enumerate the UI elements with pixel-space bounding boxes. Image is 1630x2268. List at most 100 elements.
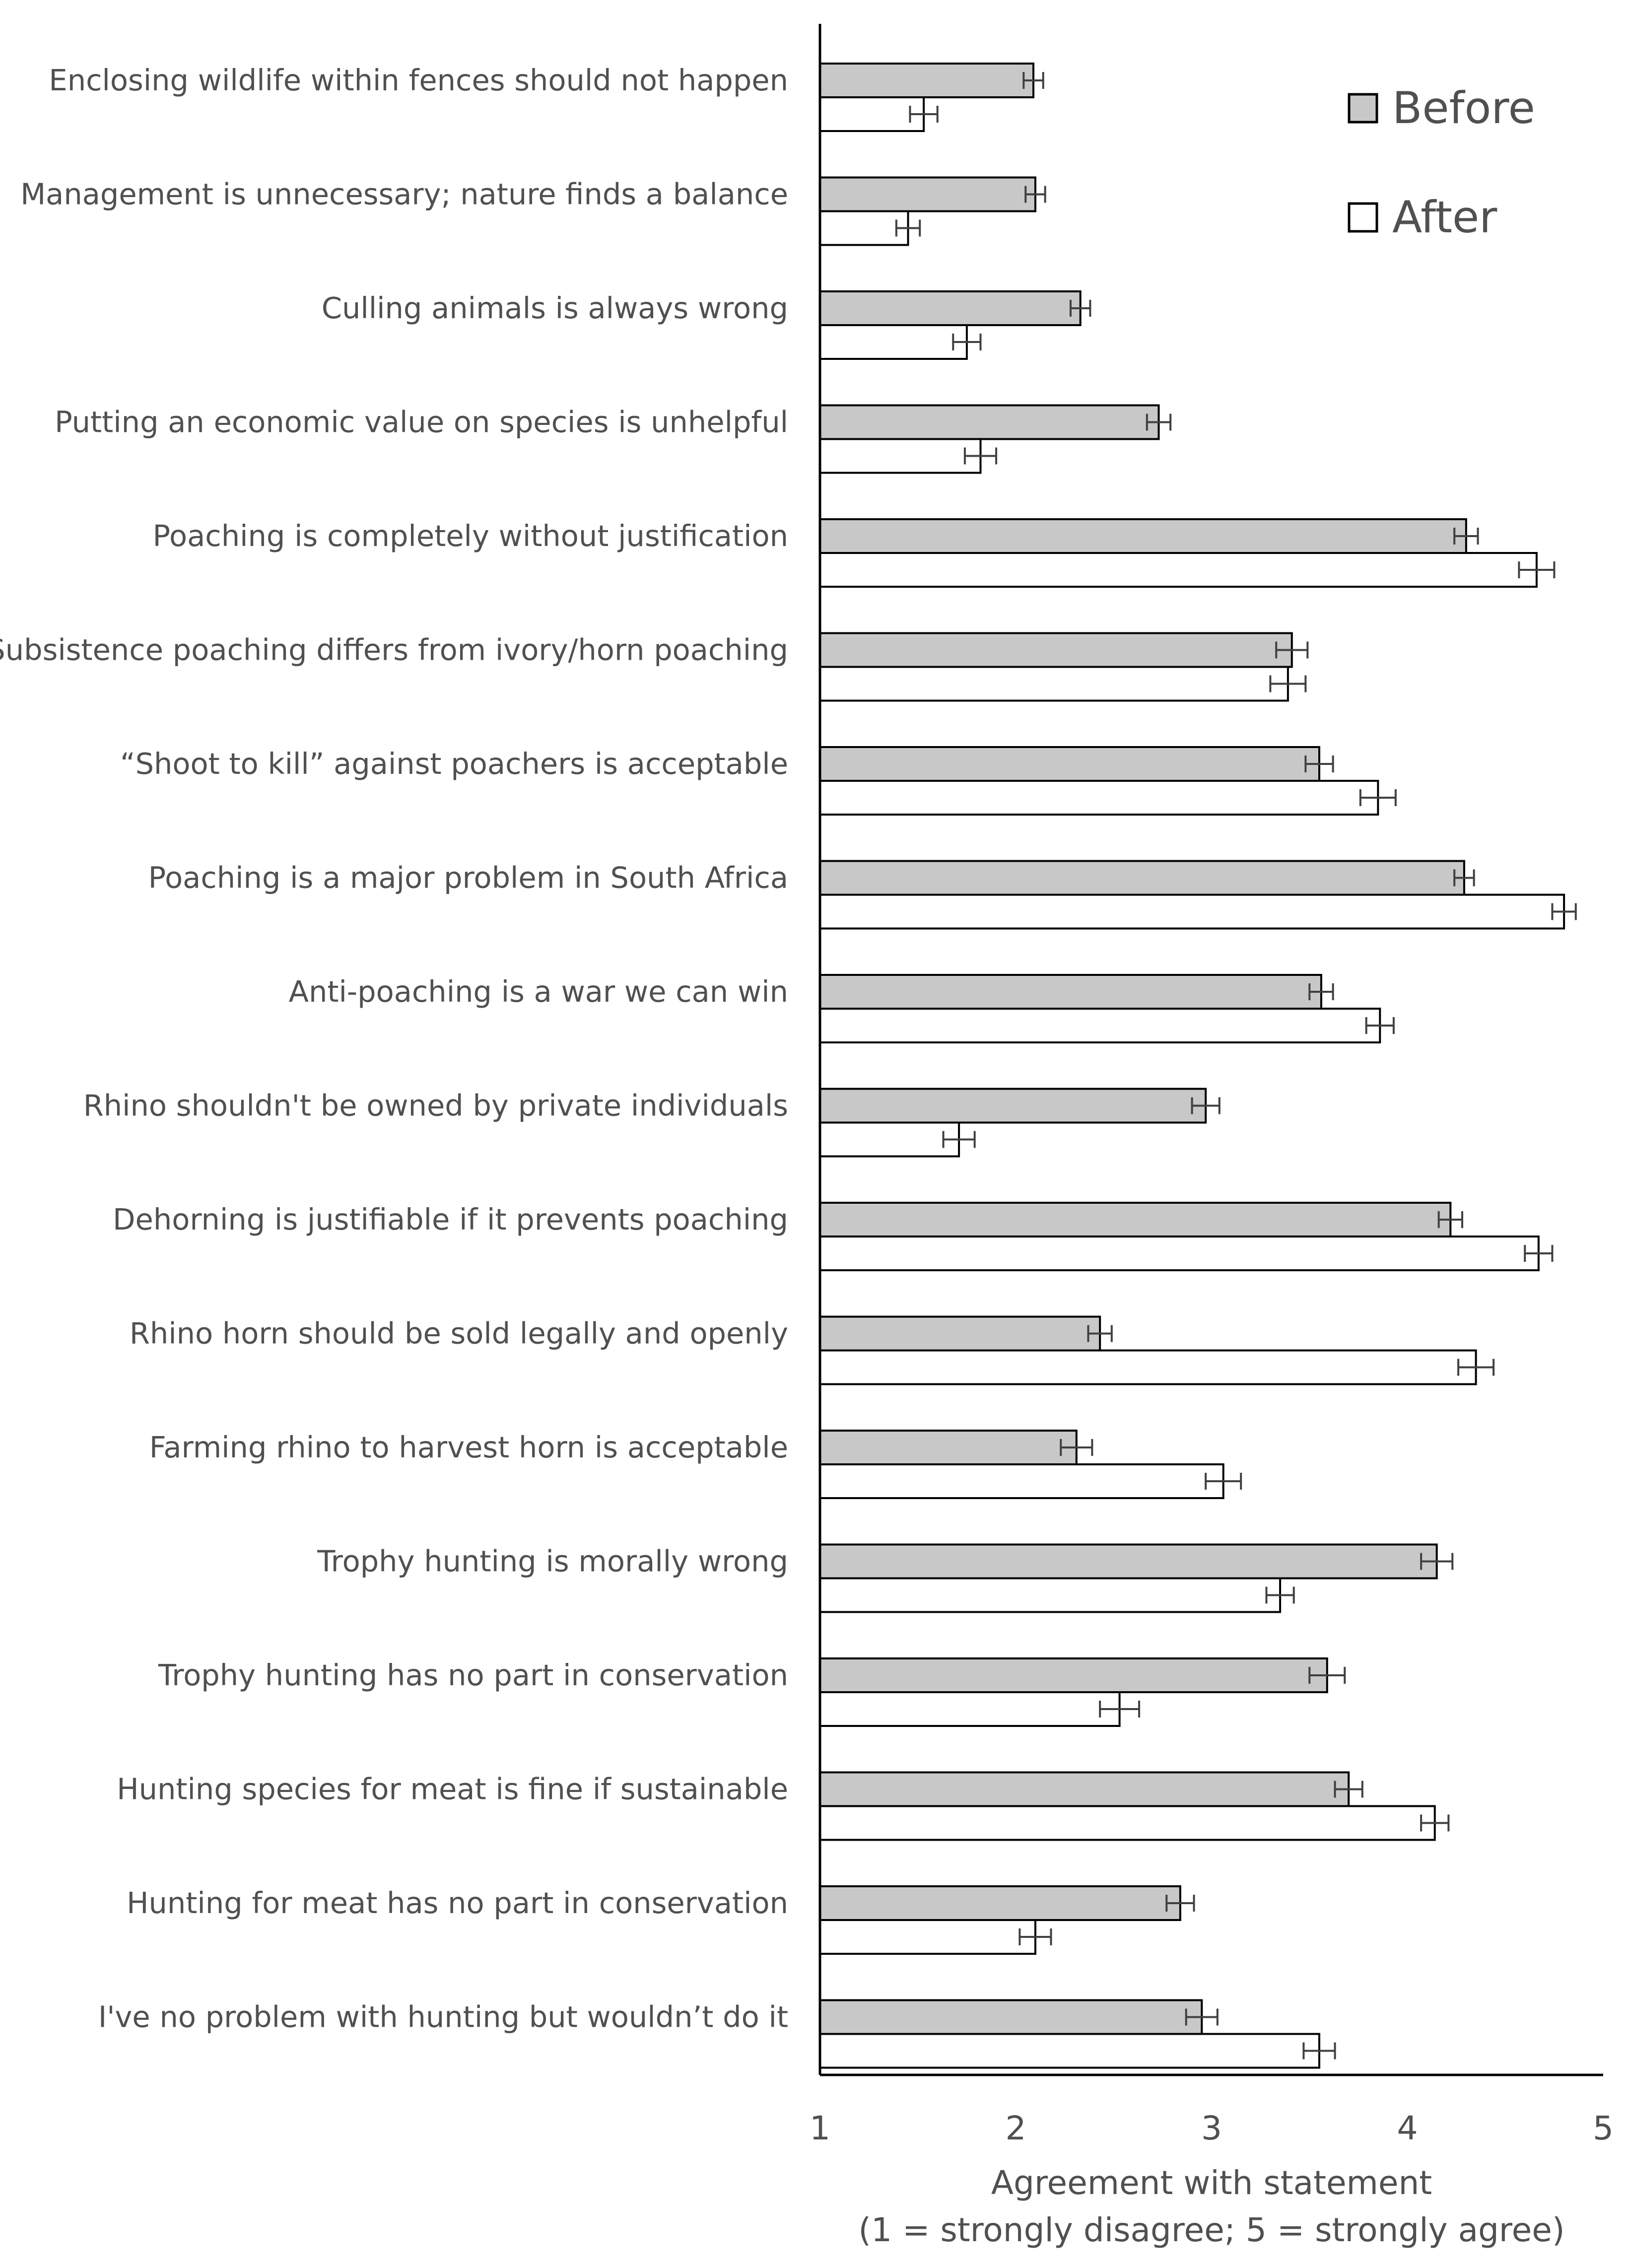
- bar-before: [819, 860, 1465, 896]
- category-label: Anti-poaching is a war we can win: [289, 974, 788, 1009]
- category-label: Trophy hunting is morally wrong: [317, 1544, 788, 1579]
- bar-after: [819, 666, 1289, 702]
- error-bar-after: [1265, 1586, 1295, 1604]
- category-label: Subsistence poaching differs from ivory/…: [0, 633, 788, 667]
- bar-after: [819, 780, 1379, 816]
- bar-before: [819, 1999, 1203, 2035]
- bar-before: [819, 290, 1082, 326]
- error-bar-after: [952, 334, 982, 350]
- bar-after: [819, 2033, 1320, 2069]
- bar-after: [819, 210, 909, 246]
- bar-before: [819, 1657, 1328, 1693]
- x-axis-subtitle: (1 = strongly disagree; 5 = strongly agr…: [858, 2211, 1564, 2249]
- category-label: Putting an economic value on species is …: [55, 405, 788, 439]
- x-tick-labels-layer: 1 2 3 4 5: [810, 2109, 1614, 2147]
- category-label: Farming rhino to harvest horn is accepta…: [149, 1430, 788, 1464]
- error-bar-after: [1365, 1017, 1395, 1034]
- error-bar-before: [1275, 641, 1309, 659]
- error-bar-after: [1302, 2042, 1336, 2060]
- category-labels-layer: Enclosing wildlife within fences should …: [0, 63, 788, 2034]
- bar-before: [819, 1202, 1452, 1237]
- category-label: Hunting for meat has no part in conserva…: [127, 1886, 788, 1920]
- bar-before: [819, 1543, 1438, 1580]
- error-bar-before: [1420, 1553, 1454, 1570]
- axis-layer: [818, 24, 1603, 2076]
- error-bar-before: [1022, 72, 1044, 89]
- error-bar-before: [1304, 756, 1334, 772]
- bar-before: [819, 518, 1467, 554]
- bar-before: [819, 63, 1035, 98]
- bar-after: [819, 552, 1538, 588]
- error-bar-after: [1551, 903, 1577, 920]
- error-bar-after: [963, 447, 998, 465]
- error-bar-before: [1087, 1325, 1113, 1342]
- bar-after: [819, 1691, 1121, 1727]
- error-bar-after: [1269, 675, 1307, 692]
- error-bars-layer: [895, 72, 1577, 2060]
- category-label: Enclosing wildlife within fences should …: [49, 63, 788, 97]
- x-tick-label: 5: [1593, 2109, 1614, 2147]
- legend-swatch-after: [1348, 202, 1378, 233]
- bar-before: [819, 974, 1322, 1010]
- category-label: Poaching is a major problem in South Afr…: [148, 861, 788, 895]
- bar-after: [819, 96, 925, 132]
- error-bar-after: [1205, 1473, 1242, 1490]
- error-bar-before: [1453, 869, 1475, 887]
- bar-before: [819, 176, 1036, 212]
- error-bar-before: [1060, 1439, 1093, 1456]
- bar-before: [819, 1088, 1207, 1124]
- x-tick-label: 2: [1006, 2109, 1026, 2147]
- error-bar-after: [1420, 1814, 1450, 1832]
- bar-after: [819, 1577, 1282, 1613]
- category-label: Management is unnecessary; nature finds …: [20, 177, 788, 211]
- error-bar-after: [909, 106, 939, 123]
- error-bar-before: [1191, 1097, 1221, 1114]
- bar-before: [819, 746, 1320, 782]
- bar-after: [819, 1236, 1540, 1271]
- x-tick-label: 3: [1201, 2109, 1222, 2147]
- bar-before: [819, 1771, 1350, 1807]
- x-axis-title: Agreement with statement: [991, 2164, 1432, 2202]
- legend-swatch-before: [1348, 93, 1378, 124]
- x-tick-label: 4: [1397, 2109, 1418, 2147]
- bar-after: [819, 324, 968, 360]
- error-bar-before: [1453, 528, 1479, 545]
- error-bar-after: [1524, 1245, 1554, 1262]
- bar-after: [819, 1919, 1036, 1955]
- error-bar-before: [1334, 1781, 1363, 1798]
- category-label: Dehorning is justifiable if it prevents …: [113, 1202, 788, 1237]
- bar-after: [819, 1805, 1436, 1841]
- error-bar-after: [895, 219, 921, 237]
- bars-layer: [819, 63, 1565, 2069]
- category-label: Poaching is completely without justifica…: [153, 519, 788, 553]
- bar-after: [819, 1349, 1477, 1385]
- error-bar-before: [1146, 413, 1172, 431]
- bar-before: [819, 1430, 1078, 1465]
- error-bar-before: [1069, 300, 1091, 317]
- category-label: “Shoot to kill” against poachers is acce…: [120, 747, 788, 781]
- legend-label-before: Before: [1392, 82, 1535, 134]
- error-bar-after: [1359, 789, 1397, 806]
- category-label: Rhino horn should be sold legally and op…: [130, 1316, 788, 1351]
- error-bar-after: [1518, 561, 1556, 578]
- error-bar-before: [1185, 2008, 1219, 2026]
- error-bar-before: [1165, 1895, 1195, 1912]
- error-bar-after: [1099, 1701, 1141, 1718]
- category-label: Trophy hunting has no part in conservati…: [158, 1658, 788, 1692]
- category-label: Rhino shouldn't be owned by private indi…: [83, 1089, 788, 1123]
- bar-after: [819, 438, 982, 474]
- category-label: Culling animals is always wrong: [322, 291, 788, 325]
- bar-before: [819, 632, 1293, 668]
- error-bar-after: [1457, 1359, 1495, 1376]
- category-label: I've no problem with hunting but wouldn’…: [98, 2000, 788, 2034]
- error-bar-after: [1019, 1928, 1052, 1945]
- category-label: Hunting species for meat is fine if sust…: [117, 1772, 788, 1806]
- bar-before: [819, 1315, 1101, 1352]
- error-bar-after: [942, 1131, 976, 1148]
- legend: Before After: [1348, 82, 1535, 243]
- error-bar-before: [1024, 186, 1046, 203]
- bar-after: [819, 893, 1565, 930]
- legend-label-after: After: [1392, 192, 1497, 243]
